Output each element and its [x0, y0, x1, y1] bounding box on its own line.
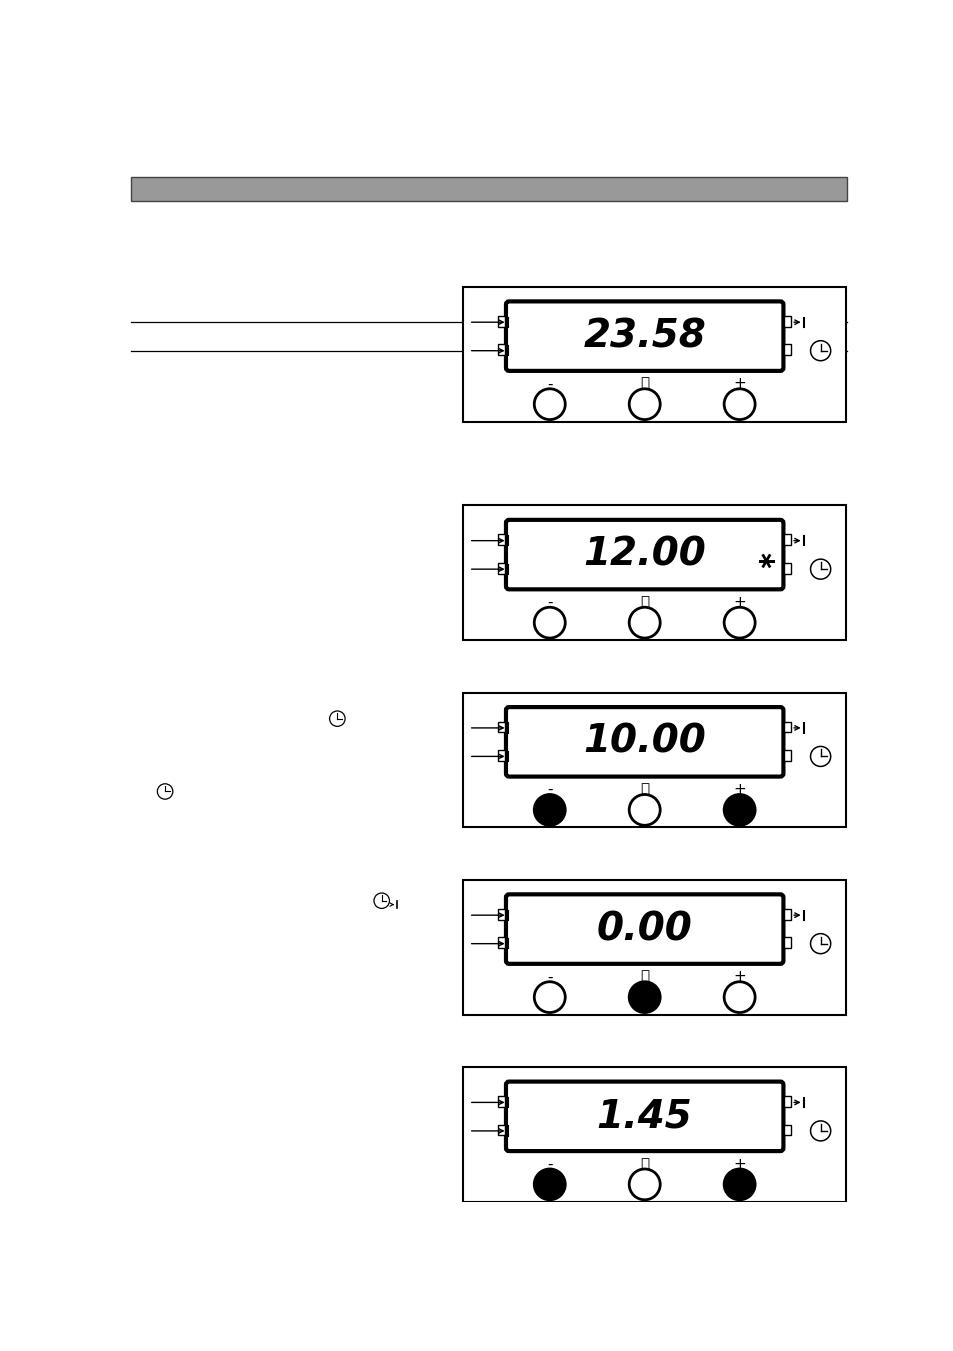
Text: -: - [546, 1156, 552, 1171]
Bar [497, 909, 505, 920]
FancyBboxPatch shape [505, 1082, 782, 1151]
Text: -: - [546, 377, 552, 392]
Bar [497, 750, 505, 761]
Text: -: - [546, 594, 552, 609]
Text: 12.00: 12.00 [582, 535, 705, 574]
Circle shape [534, 982, 565, 1012]
Text: 1.45: 1.45 [597, 1097, 692, 1135]
Circle shape [629, 982, 659, 1012]
Text: 10.00: 10.00 [582, 723, 705, 761]
FancyBboxPatch shape [505, 520, 782, 589]
Bar [783, 750, 790, 761]
Text: ⏻: ⏻ [639, 594, 649, 609]
Circle shape [157, 784, 172, 800]
Circle shape [810, 1121, 830, 1140]
Bar [497, 721, 505, 732]
Bar [783, 909, 790, 920]
Bar [783, 563, 790, 574]
Bar [462, 286, 845, 422]
Text: +: + [733, 970, 745, 985]
Bar [497, 316, 505, 327]
Circle shape [534, 1169, 565, 1200]
Text: +: + [733, 594, 745, 609]
Bar [783, 534, 790, 544]
Bar [497, 938, 505, 948]
Text: 23.58: 23.58 [582, 317, 705, 355]
Bar [462, 693, 845, 827]
Circle shape [723, 794, 755, 825]
Circle shape [723, 389, 755, 420]
Circle shape [534, 389, 565, 420]
Bar [783, 938, 790, 948]
Circle shape [810, 934, 830, 954]
Text: -: - [546, 782, 552, 797]
Bar [783, 345, 790, 355]
Bar [497, 1096, 505, 1106]
Circle shape [810, 340, 830, 361]
Text: ⏻: ⏻ [639, 377, 649, 392]
Bar [462, 505, 845, 640]
Bar [783, 721, 790, 732]
Bar [462, 880, 845, 1015]
Text: 0.00: 0.00 [597, 911, 692, 948]
Bar [497, 534, 505, 544]
Circle shape [534, 794, 565, 825]
Circle shape [629, 389, 659, 420]
Circle shape [629, 794, 659, 825]
Bar [131, 177, 846, 201]
Circle shape [330, 711, 345, 727]
FancyBboxPatch shape [505, 707, 782, 777]
Circle shape [723, 607, 755, 638]
Text: +: + [733, 782, 745, 797]
Circle shape [374, 893, 389, 908]
Bar [462, 1067, 845, 1202]
Bar [783, 1096, 790, 1106]
FancyBboxPatch shape [505, 894, 782, 963]
Circle shape [810, 746, 830, 766]
Circle shape [723, 1169, 755, 1200]
Bar [497, 563, 505, 574]
FancyBboxPatch shape [505, 301, 782, 372]
Circle shape [810, 559, 830, 580]
Text: +: + [733, 377, 745, 392]
Text: +: + [733, 1156, 745, 1171]
Text: ⏻: ⏻ [639, 970, 649, 985]
Bar [783, 1124, 790, 1135]
Bar [497, 1124, 505, 1135]
Bar [497, 345, 505, 355]
Text: ⏻: ⏻ [639, 782, 649, 797]
Bar [783, 316, 790, 327]
Circle shape [534, 607, 565, 638]
Circle shape [629, 607, 659, 638]
Text: -: - [546, 970, 552, 985]
Circle shape [723, 982, 755, 1012]
Text: ⏻: ⏻ [639, 1156, 649, 1171]
Circle shape [629, 1169, 659, 1200]
